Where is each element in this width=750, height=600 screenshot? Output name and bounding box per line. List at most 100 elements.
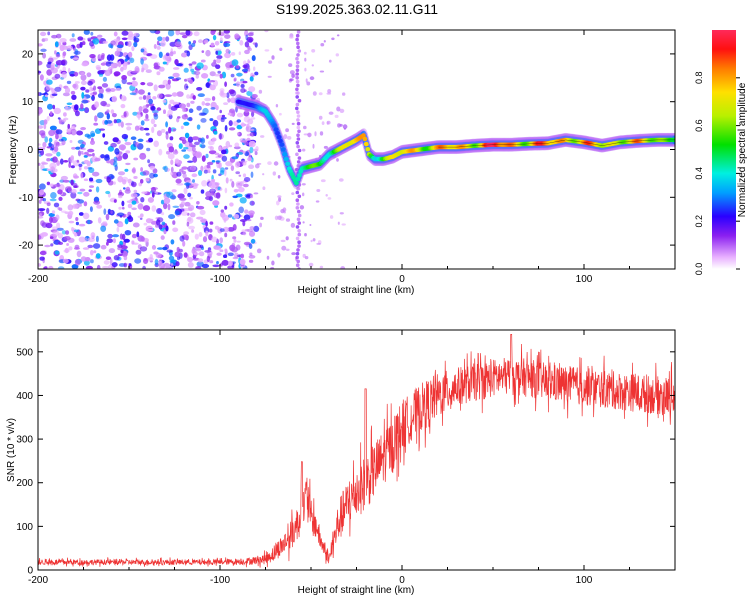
spectrogram-noise-cell	[175, 77, 182, 80]
spectrogram-noise-cell	[101, 83, 109, 88]
spectrogram-noise-cell	[81, 92, 85, 99]
spectrogram-noise-cell	[236, 112, 244, 118]
spectrogram-noise-cell	[158, 148, 163, 156]
spectrogram-noise-cell	[84, 151, 89, 155]
spectrogram-noise-cell	[135, 141, 139, 148]
spectrogram-noise-cell	[224, 232, 228, 238]
spectrogram-noise-cell	[204, 97, 212, 102]
spectrogram-noise-cell	[106, 54, 112, 61]
spectrogram-noise-cell	[120, 249, 124, 254]
spectrogram-noise-cell	[235, 161, 241, 168]
spectrogram-noise-cell	[187, 117, 193, 121]
spectrogram-noise-cell	[48, 265, 54, 269]
spectrogram-noise-cell	[229, 64, 234, 69]
spectrogram-noise-cell	[38, 234, 42, 240]
spectrogram-noise-cell	[310, 239, 313, 243]
spectrogram-ridge-centerline	[438, 139, 675, 148]
spectrogram-noise-cell	[219, 237, 223, 244]
spectrogram-noise-cell	[132, 222, 140, 228]
spectrogram-noise-cell	[140, 48, 145, 53]
snr-ticks: -200 -100 0 100 0 100 200 300 400 500	[16, 330, 676, 586]
spectrogram-noise-cell	[57, 241, 64, 245]
snr-xtick-label: 100	[576, 575, 593, 586]
spectrogram-noise-cell	[151, 126, 155, 133]
colorbar-tick-label: 0.8	[694, 72, 704, 85]
spectrogram-noise-cell	[209, 260, 214, 264]
spectrogram-noise-cell	[186, 94, 191, 99]
spectrogram-noise-cell	[180, 125, 184, 130]
spectrogram-noise-cell	[163, 109, 166, 114]
spectrogram-noise-cell	[47, 61, 52, 65]
spectrogram-noise-cell	[224, 167, 229, 170]
spectrogram-noise-cell	[93, 250, 97, 254]
snr-xtick-label: 0	[399, 575, 405, 586]
spectrogram-noise-cell	[85, 265, 93, 269]
spectrogram-noise-cell	[38, 143, 41, 146]
spectrogram-noise-cell	[127, 211, 132, 216]
spectrogram-noise-cell	[167, 153, 175, 160]
spectrogram-noise-cell	[62, 179, 70, 183]
spectrogram-noise-cell	[169, 99, 175, 105]
spectrogram-noise-cell	[196, 105, 202, 111]
spectrogram-noise-cell	[189, 212, 196, 218]
spectrogram-ridge-cell	[365, 147, 371, 152]
spectrogram-noise-cell	[87, 237, 96, 243]
spectrogram-noise-cell	[87, 219, 91, 225]
spectrogram-noise-cell	[291, 252, 296, 256]
snr-xlabel: Height of straight line (km)	[298, 585, 415, 596]
spectrogram-noise-cell	[248, 128, 255, 131]
spectrogram-ridge-cell	[363, 141, 369, 147]
spectrogram-spike-cell	[295, 87, 299, 92]
spectrogram-noise-cell	[319, 70, 325, 73]
spectrogram-noise-cell	[201, 155, 206, 162]
spectrogram-noise-cell	[120, 121, 124, 128]
spectrogram-noise-cell	[195, 266, 202, 269]
spectrogram-noise-cell	[38, 125, 44, 129]
spectrogram-noise-cell	[172, 150, 179, 155]
spectrogram-noise-cell	[234, 33, 240, 39]
spectrogram-spike-cell	[295, 251, 300, 256]
spectrogram-noise-cell	[188, 225, 196, 230]
spectrogram-noise-cell	[78, 212, 84, 216]
spectrogram-noise-cell	[144, 118, 150, 122]
spectrogram-noise-cell	[49, 198, 57, 202]
spectrogram-noise-cell	[203, 169, 208, 174]
spectrogram-noise-cell	[268, 60, 273, 64]
spectrogram-noise-cell	[58, 118, 63, 125]
spectrogram-noise-cell	[256, 97, 260, 103]
spectrogram-noise-cell	[206, 134, 209, 139]
spectrogram-noise-cell	[163, 197, 171, 205]
spectrogram-noise-cell	[54, 41, 59, 48]
spectrogram-noise-cell	[197, 93, 205, 97]
spectrogram-noise-cell	[207, 170, 211, 174]
spectrogram-noise-cell	[212, 200, 220, 206]
spectrogram-noise-cell	[51, 93, 58, 97]
spectrogram-noise-cell	[251, 55, 256, 62]
spectrogram-noise-cell	[221, 71, 227, 79]
spectrogram-noise-cell	[96, 66, 102, 71]
spectrogram-noise-cell	[145, 113, 149, 120]
spectrogram-spike-cell	[296, 118, 300, 122]
spectrogram-noise-cell	[155, 191, 158, 195]
colorbar-tick-label: 0.4	[694, 167, 704, 180]
spectrogram-noise-cell	[95, 178, 103, 184]
spectrogram-noise-cell	[157, 36, 163, 42]
spectrogram-noise-cell	[240, 160, 248, 163]
spectrogram-noise-cell	[236, 124, 243, 130]
spectrogram-noise-cell	[160, 40, 166, 47]
spectrogram-spike-cell	[296, 30, 301, 34]
spectrogram-noise-cell	[116, 226, 120, 233]
spectrogram-noise-cell	[81, 99, 89, 104]
spectrogram-noise-cell	[104, 155, 110, 161]
spectrogram-noise-cell	[196, 62, 204, 69]
spectrogram-noise-cell	[67, 204, 74, 211]
spectrogram-noise-cell	[88, 189, 92, 192]
spectrogram-noise-cell	[146, 228, 154, 232]
spectrogram-noise-cell	[151, 192, 155, 198]
spectrogram-noise-cell	[140, 197, 145, 203]
spectrogram-noise-cell	[195, 248, 202, 252]
spectrogram-noise-cell	[57, 117, 61, 120]
spectrogram-noise-cell	[154, 258, 159, 266]
spectrogram-noise-cell	[184, 182, 191, 186]
spectrogram-noise-cell	[121, 37, 128, 41]
